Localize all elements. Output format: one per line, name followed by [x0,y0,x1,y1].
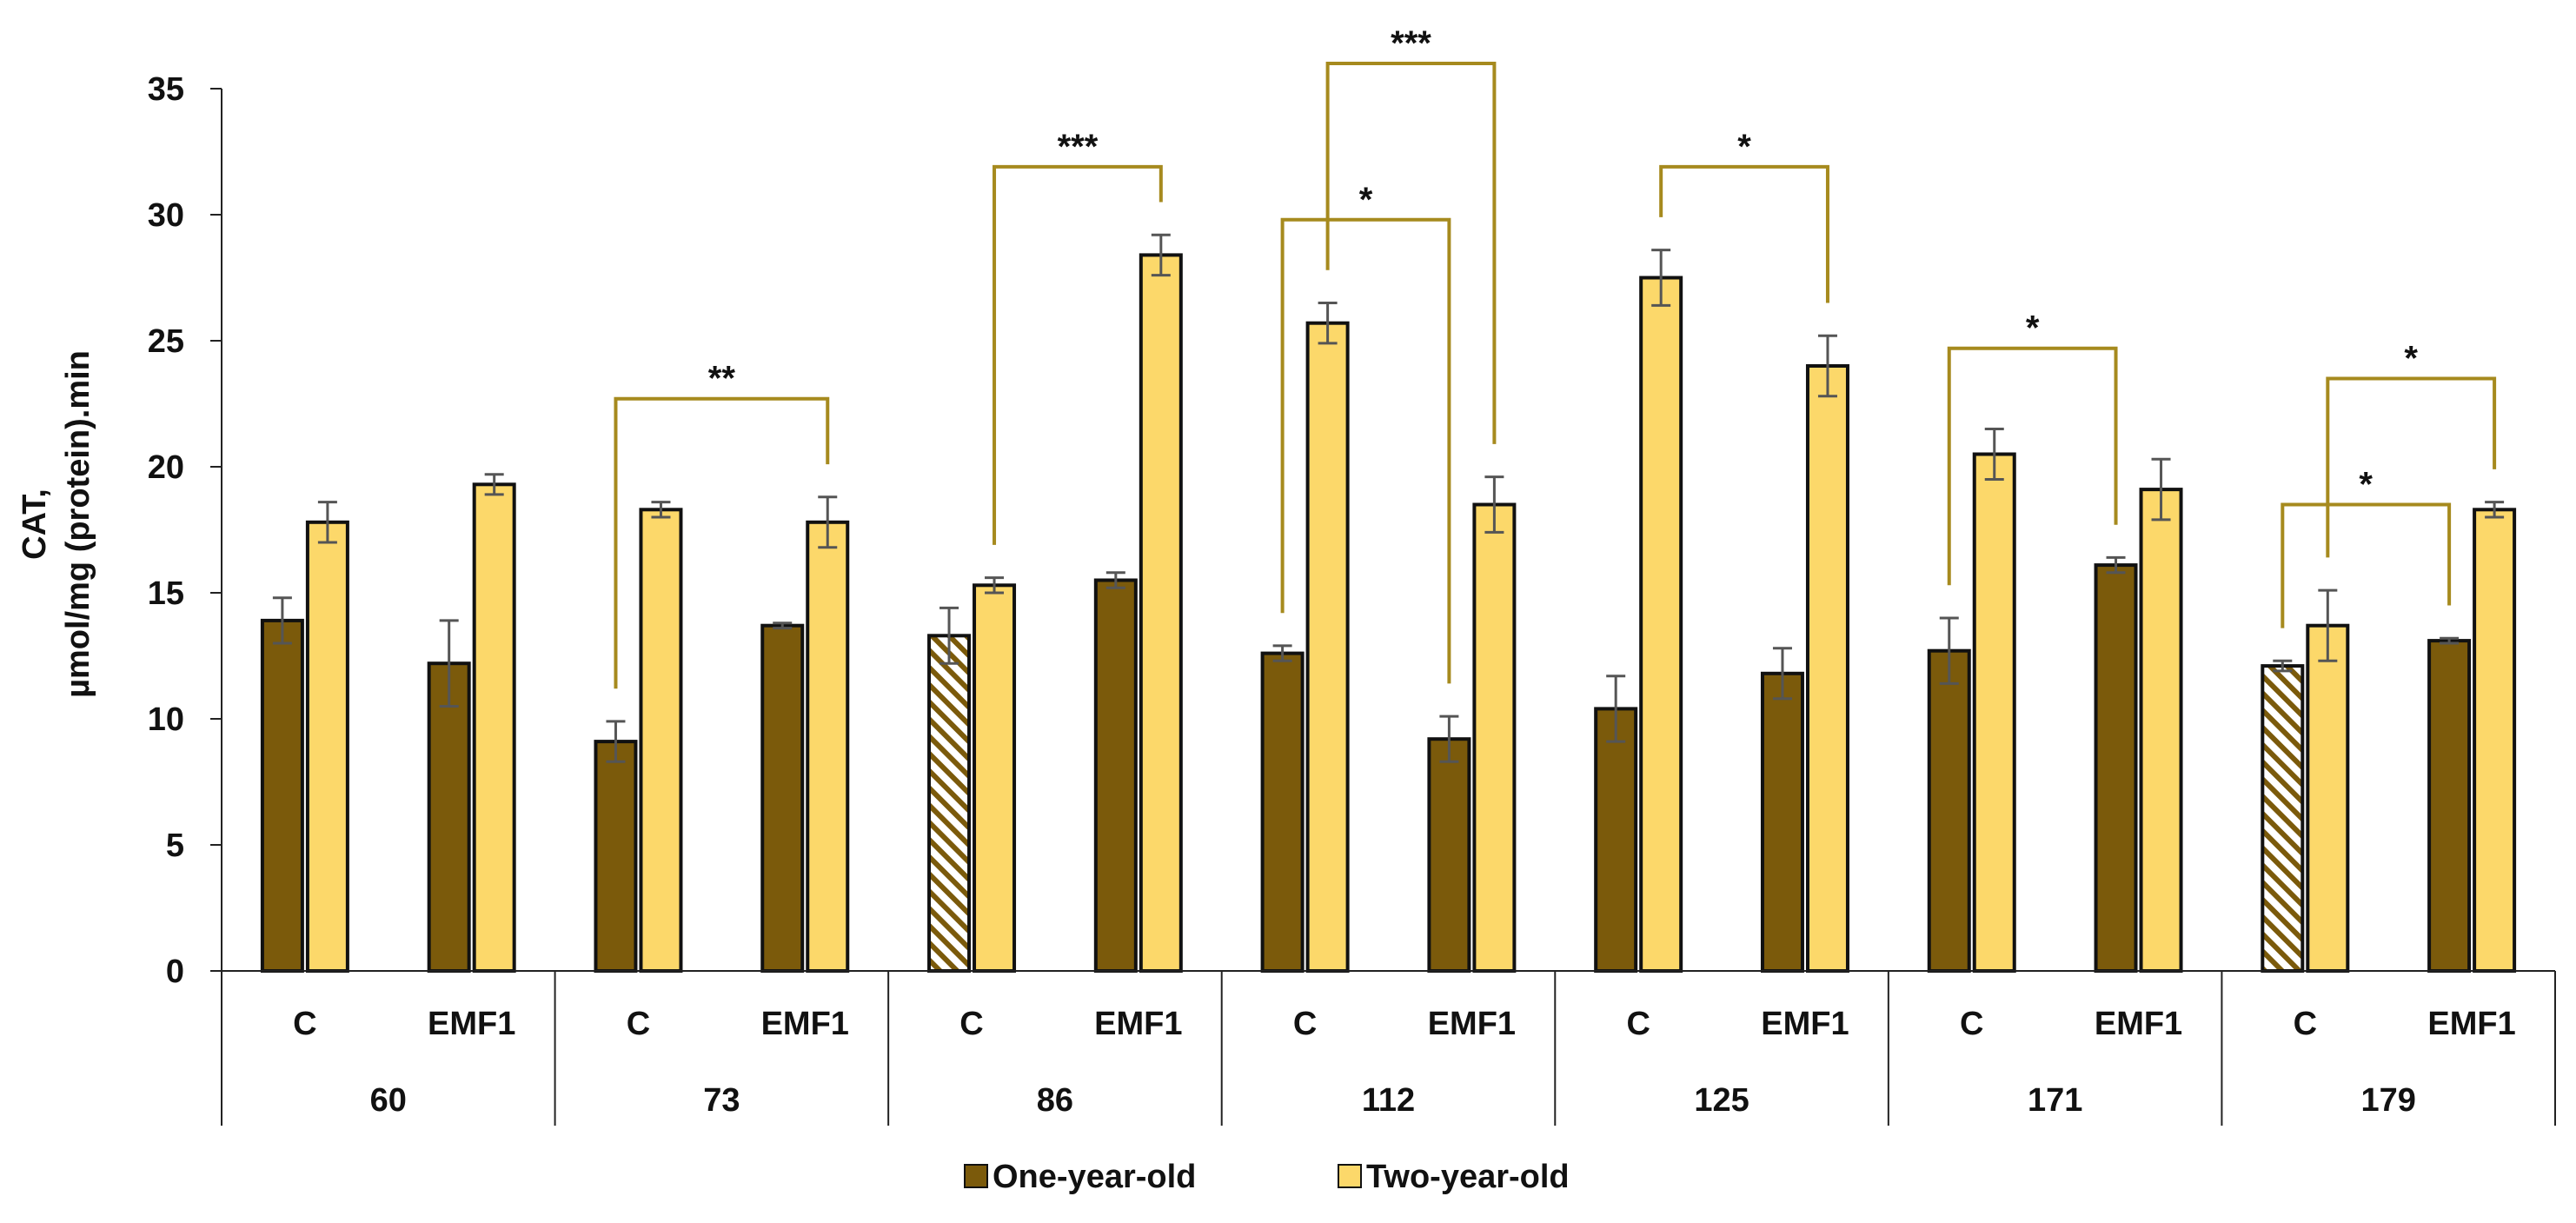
bar-one-year-old [927,634,972,973]
axes-layer [221,89,2556,1126]
legend-label-one-year-old: One-year-old [993,1159,1196,1195]
bar-one-year-old [594,740,638,973]
x-subcategory-label: EMF1 [1761,1006,1849,1042]
significance-label: *** [1391,24,1431,63]
significance-label: *** [1058,128,1099,166]
legend: One-year-old Two-year-old [964,1159,1570,1195]
bar-two-year-old [1805,364,1849,973]
bar-two-year-old [1639,276,1683,973]
bar-one-year-old [1927,648,1971,973]
x-subcategory-label: EMF1 [761,1006,849,1042]
bars-layer [260,253,2517,974]
y-tick-label: 25 [148,323,184,360]
x-group-label: 125 [1694,1082,1749,1119]
y-axis-label-line1: CAT, [17,489,53,560]
x-group-label: 86 [1037,1082,1073,1119]
significance-bracket [993,164,1163,545]
x-subcategory-label: EMF1 [1428,1006,1516,1042]
bar-two-year-old [639,508,683,973]
bar-two-year-old [1972,452,2016,973]
x-group-label: 73 [703,1082,740,1119]
y-tick-label: 20 [148,449,184,486]
y-tick-label: 0 [166,954,184,990]
bar-one-year-old [260,618,304,974]
bar-one-year-old [1427,737,1471,973]
x-subcategory-label: C [959,1006,983,1042]
significance-bracket [1659,164,1829,303]
significance-bracket [2281,502,2452,628]
bar-two-year-old [2473,508,2517,973]
bar-two-year-old [1139,253,1183,973]
significance-label: * [2404,340,2418,378]
x-subcategory-label: C [293,1006,316,1042]
x-group-label: 60 [370,1082,407,1119]
y-tick-label: 15 [148,575,184,612]
y-tick-label: 35 [148,71,184,108]
bar-two-year-old [2139,488,2183,973]
bar-two-year-old [1305,321,1350,973]
bar-one-year-old [1260,651,1305,973]
significance-bracket [1947,346,2118,586]
significance-bracket [1325,62,1497,444]
bar-one-year-old [1760,671,1804,973]
bar-two-year-old [472,482,516,973]
legend-swatch-two-year-old [1338,1164,1362,1188]
significance-bracket [614,396,830,689]
y-axis-label-line2: µmol/mg (protein).min [60,350,96,698]
significance-label: * [1737,128,1751,166]
y-tick-label: 5 [166,828,184,864]
error-bars-layer [272,233,2505,763]
x-subcategory-label: EMF1 [2095,1006,2182,1042]
bar-two-year-old [305,520,349,973]
x-subcategory-label: C [1626,1006,1650,1042]
significance-bracket [2326,376,2497,558]
bar-two-year-old [973,583,1017,973]
bar-two-year-old [1472,502,1517,973]
significance-bracket [1280,217,1451,684]
bar-one-year-old [2094,563,2138,973]
x-axis-categories: C EMF1 60 C EMF1 73 C EMF1 86 C EMF1 112 C EMF1 125 C EM… [293,1006,2516,1119]
x-subcategory-label: C [2294,1006,2317,1042]
y-axis-ticks: 0 5 10 15 20 25 30 35 [148,71,222,990]
x-subcategory-label: C [627,1006,650,1042]
y-tick-label: 30 [148,197,184,234]
x-subcategory-label: EMF1 [428,1006,515,1042]
significance-label: * [1359,181,1373,219]
bar-one-year-old [427,661,471,973]
x-subcategory-label: EMF1 [2427,1006,2515,1042]
x-subcategory-label: C [1293,1006,1317,1042]
x-group-label: 171 [2028,1082,2082,1119]
significance-label: ** [708,360,736,398]
x-group-label: 112 [1362,1082,1415,1119]
y-axis-label: CAT, µmol/mg (protein).min [17,350,96,698]
bar-two-year-old [806,520,850,973]
x-subcategory-label: C [1960,1006,1983,1042]
legend-swatch-one-year-old [964,1164,988,1188]
bar-two-year-old [2306,623,2350,973]
significance-label: * [2359,466,2373,504]
bar-one-year-old [1594,707,1638,974]
bar-one-year-old [2427,639,2472,973]
bar-one-year-old [2261,664,2305,973]
x-subcategory-label: EMF1 [1094,1006,1182,1042]
significance-layer: ************* [614,24,2497,689]
x-group-label: 179 [2361,1082,2416,1119]
bar-one-year-old [760,623,805,973]
significance-label: * [2026,309,2040,348]
bar-one-year-old [1093,578,1138,973]
y-tick-label: 10 [148,701,184,738]
legend-label-two-year-old: Two-year-old [1366,1159,1570,1195]
